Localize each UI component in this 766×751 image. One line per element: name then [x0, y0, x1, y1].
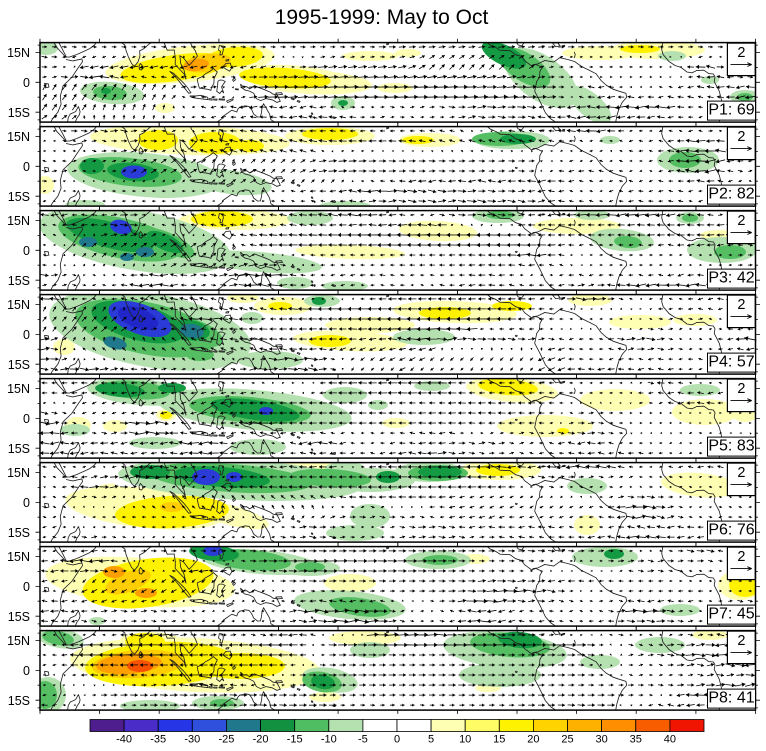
svg-text:2: 2	[737, 465, 745, 481]
svg-text:P6: 76: P6: 76	[708, 521, 754, 538]
svg-text:0: 0	[394, 734, 400, 746]
svg-text:P2: 82: P2: 82	[708, 185, 754, 202]
svg-text:P7: 45: P7: 45	[708, 605, 754, 622]
svg-text:-25: -25	[218, 734, 234, 746]
svg-text:10: 10	[459, 734, 471, 746]
svg-text:P5: 83: P5: 83	[708, 437, 754, 454]
svg-text:15S: 15S	[8, 106, 30, 120]
svg-text:25: 25	[561, 734, 573, 746]
svg-text:15N: 15N	[7, 214, 30, 228]
svg-text:2: 2	[737, 633, 745, 649]
svg-text:-35: -35	[150, 734, 166, 746]
svg-text:15S: 15S	[8, 526, 30, 540]
svg-text:15S: 15S	[8, 610, 30, 624]
svg-text:-40: -40	[116, 734, 132, 746]
svg-text:15N: 15N	[7, 298, 30, 312]
svg-text:15N: 15N	[7, 130, 30, 144]
svg-text:20: 20	[527, 734, 539, 746]
svg-text:2: 2	[737, 129, 745, 145]
svg-text:0: 0	[23, 496, 30, 510]
svg-text:15S: 15S	[8, 190, 30, 204]
svg-text:P8: 41: P8: 41	[708, 689, 754, 706]
svg-text:15: 15	[493, 734, 505, 746]
svg-text:0: 0	[23, 244, 30, 258]
svg-text:0: 0	[23, 328, 30, 342]
svg-text:0: 0	[23, 664, 30, 678]
svg-text:40: 40	[664, 734, 676, 746]
svg-text:15N: 15N	[7, 634, 30, 648]
svg-text:15N: 15N	[7, 550, 30, 564]
svg-text:5: 5	[428, 734, 434, 746]
svg-text:15S: 15S	[8, 694, 30, 708]
svg-text:2: 2	[737, 381, 745, 397]
svg-text:15N: 15N	[7, 382, 30, 396]
svg-text:-15: -15	[287, 734, 303, 746]
svg-text:15S: 15S	[8, 442, 30, 456]
svg-text:-20: -20	[253, 734, 269, 746]
svg-text:30: 30	[595, 734, 607, 746]
svg-text:2: 2	[737, 549, 745, 565]
svg-text:P1: 69: P1: 69	[708, 101, 754, 118]
svg-text:15S: 15S	[8, 274, 30, 288]
svg-text:0: 0	[23, 580, 30, 594]
svg-text:2: 2	[737, 213, 745, 229]
svg-text:-5: -5	[358, 734, 368, 746]
svg-text:2: 2	[737, 45, 745, 61]
svg-text:0: 0	[23, 412, 30, 426]
svg-text:0: 0	[23, 76, 30, 90]
svg-text:P4: 57: P4: 57	[708, 353, 754, 370]
svg-text:1995-1999: May to Oct: 1995-1999: May to Oct	[275, 6, 489, 29]
svg-text:0: 0	[23, 160, 30, 174]
svg-text:15S: 15S	[8, 358, 30, 372]
svg-text:2: 2	[737, 297, 745, 313]
svg-text:15N: 15N	[7, 46, 30, 60]
svg-text:35: 35	[630, 734, 642, 746]
svg-text:P3: 42: P3: 42	[708, 269, 754, 286]
svg-text:-30: -30	[184, 734, 200, 746]
svg-text:-10: -10	[321, 734, 337, 746]
svg-text:15N: 15N	[7, 466, 30, 480]
